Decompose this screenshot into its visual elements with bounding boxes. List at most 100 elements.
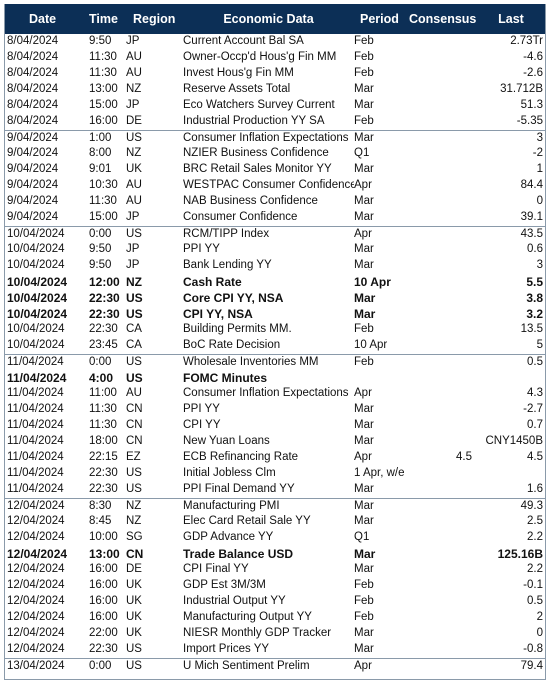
cell-date: 10/04/2024: [7, 339, 87, 351]
cell-last: -4.6: [475, 51, 543, 63]
cell-period: Feb: [354, 51, 414, 63]
table-row: 10/04/2024 9:50 JP PPI YY Mar 0.6: [5, 242, 545, 258]
cell-economic-data: Trade Balance USD: [183, 547, 354, 561]
table-row: 9/04/2024 1:00 US Consumer Inflation Expect…: [5, 130, 545, 146]
cell-date: 10/04/2024: [7, 259, 87, 271]
cell-economic-data: Consumer Inflation Expectations: [183, 387, 354, 399]
table-row: 10/04/2024 22:30 US CPI YY, NSA Mar 3.2: [5, 306, 545, 322]
cell-economic-data: FOMC Minutes: [183, 371, 354, 385]
cell-time: 18:00: [89, 435, 129, 447]
cell-time: 8:00: [89, 147, 129, 159]
table-row: 11/04/2024 11:30 CN PPI YY Mar -2.7: [5, 402, 545, 418]
cell-time: 16:00: [89, 563, 129, 575]
cell-last: 1.6: [475, 483, 543, 495]
cell-economic-data: NAB Business Confidence: [183, 195, 354, 207]
cell-date: 12/04/2024: [7, 643, 87, 655]
cell-economic-data: Elec Card Retail Sale YY: [183, 515, 354, 527]
cell-last: 79.4: [475, 660, 543, 672]
cell-time: 11:30: [89, 195, 129, 207]
cell-period: Mar: [354, 403, 414, 415]
cell-economic-data: BoC Rate Decision: [183, 339, 354, 351]
cell-date: 10/04/2024: [7, 243, 87, 255]
cell-date: 8/04/2024: [7, 51, 87, 63]
table-row: 8/04/2024 9:50 JP Current Account Bal SA Feb…: [5, 34, 545, 50]
cell-region: UK: [126, 611, 166, 623]
table-row: 10/04/2024 22:30 US Core CPI YY, NSA Mar 3.8: [5, 290, 545, 306]
cell-time: 1:00: [89, 132, 129, 144]
cell-date: 9/04/2024: [7, 147, 87, 159]
cell-time: 16:00: [89, 115, 129, 127]
cell-time: 11:00: [89, 387, 129, 399]
cell-last: 84.4: [475, 179, 543, 191]
cell-economic-data: BRC Retail Sales Monitor YY: [183, 163, 354, 175]
cell-period: Mar: [354, 83, 414, 95]
cell-region: UK: [126, 579, 166, 591]
cell-period: Mar: [354, 291, 414, 305]
cell-period: Q1: [354, 531, 414, 543]
cell-last: 4.5: [475, 451, 543, 463]
header-consensus: Consensus: [409, 12, 473, 26]
cell-period: Mar: [354, 259, 414, 271]
cell-period: Mar: [354, 627, 414, 639]
cell-date: 11/04/2024: [7, 419, 87, 431]
table-row: 11/04/2024 18:00 CN New Yuan Loans Mar CNY145…: [5, 434, 545, 450]
cell-economic-data: Cash Rate: [183, 275, 354, 289]
cell-time: 22:30: [89, 483, 129, 495]
cell-time: 16:00: [89, 611, 129, 623]
table-row: 10/04/2024 23:45 CA BoC Rate Decision 10 Apr…: [5, 338, 545, 354]
table-row: 12/04/2024 10:00 SG GDP Advance YY Q1 2.2: [5, 530, 545, 546]
cell-time: 11:30: [89, 403, 129, 415]
cell-economic-data: PPI Final Demand YY: [183, 483, 354, 495]
cell-time: 9:01: [89, 163, 129, 175]
cell-region: US: [126, 307, 166, 321]
table-row: 9/04/2024 8:00 NZ NZIER Business Confidence…: [5, 146, 545, 162]
cell-economic-data: CPI Final YY: [183, 563, 354, 575]
table-row: 8/04/2024 11:30 AU Owner-Occp'd Hous'g Fin …: [5, 50, 545, 66]
cell-last: 3: [475, 259, 543, 271]
table-row: 12/04/2024 16:00 DE CPI Final YY Mar 2.2: [5, 562, 545, 578]
cell-period: 10 Apr: [354, 339, 414, 351]
cell-region: JP: [126, 259, 166, 271]
cell-last: 0: [475, 195, 543, 207]
cell-date: 10/04/2024: [7, 275, 87, 289]
cell-time: 9:50: [89, 243, 129, 255]
table-row: 11/04/2024 0:00 US Wholesale Inventories MM…: [5, 354, 545, 370]
cell-region: US: [126, 483, 166, 495]
cell-time: 11:30: [89, 419, 129, 431]
cell-date: 11/04/2024: [7, 356, 87, 368]
cell-period: Mar: [354, 419, 414, 431]
table-row: 12/04/2024 22:00 UK NIESR Monthly GDP Track…: [5, 626, 545, 642]
cell-economic-data: ECB Refinancing Rate: [183, 451, 354, 463]
cell-period: Mar: [354, 163, 414, 175]
cell-period: Mar: [354, 515, 414, 527]
economic-calendar-table: Date Time Region Economic Data Period Co…: [4, 4, 546, 680]
cell-last: -2: [475, 147, 543, 159]
cell-date: 10/04/2024: [7, 228, 87, 240]
cell-economic-data: Current Account Bal SA: [183, 35, 354, 47]
cell-consensus: 4.5: [414, 451, 472, 463]
cell-region: DE: [126, 563, 166, 575]
table-row: 10/04/2024 22:30 CA Building Permits MM. Feb…: [5, 322, 545, 338]
table-row: 12/04/2024 8:45 NZ Elec Card Retail Sale YY…: [5, 514, 545, 530]
cell-period: Feb: [354, 35, 414, 47]
cell-last: 0.7: [475, 419, 543, 431]
table-row: 12/04/2024 16:00 UK Industrial Output YY Feb…: [5, 594, 545, 610]
cell-region: AU: [126, 67, 166, 79]
cell-time: 16:00: [89, 595, 129, 607]
cell-region: JP: [126, 243, 166, 255]
cell-region: JP: [126, 35, 166, 47]
table-body: 8/04/2024 9:50 JP Current Account Bal SA Feb…: [5, 34, 545, 674]
cell-economic-data: Eco Watchers Survey Current: [183, 99, 354, 111]
table-row: 11/04/2024 22:15 EZ ECB Refinancing Rate Apr…: [5, 450, 545, 466]
table-row: 11/04/2024 22:30 US PPI Final Demand YY Mar 1…: [5, 482, 545, 498]
cell-date: 8/04/2024: [7, 67, 87, 79]
cell-time: 22:30: [89, 307, 129, 321]
cell-region: CA: [126, 339, 166, 351]
cell-time: 9:50: [89, 35, 129, 47]
table-row: 12/04/2024 8:30 NZ Manufacturing PMI Mar 49.3: [5, 498, 545, 514]
cell-time: 13:00: [89, 83, 129, 95]
cell-period: Apr: [354, 179, 414, 191]
cell-date: 10/04/2024: [7, 307, 87, 321]
cell-region: SG: [126, 531, 166, 543]
cell-date: 12/04/2024: [7, 531, 87, 543]
